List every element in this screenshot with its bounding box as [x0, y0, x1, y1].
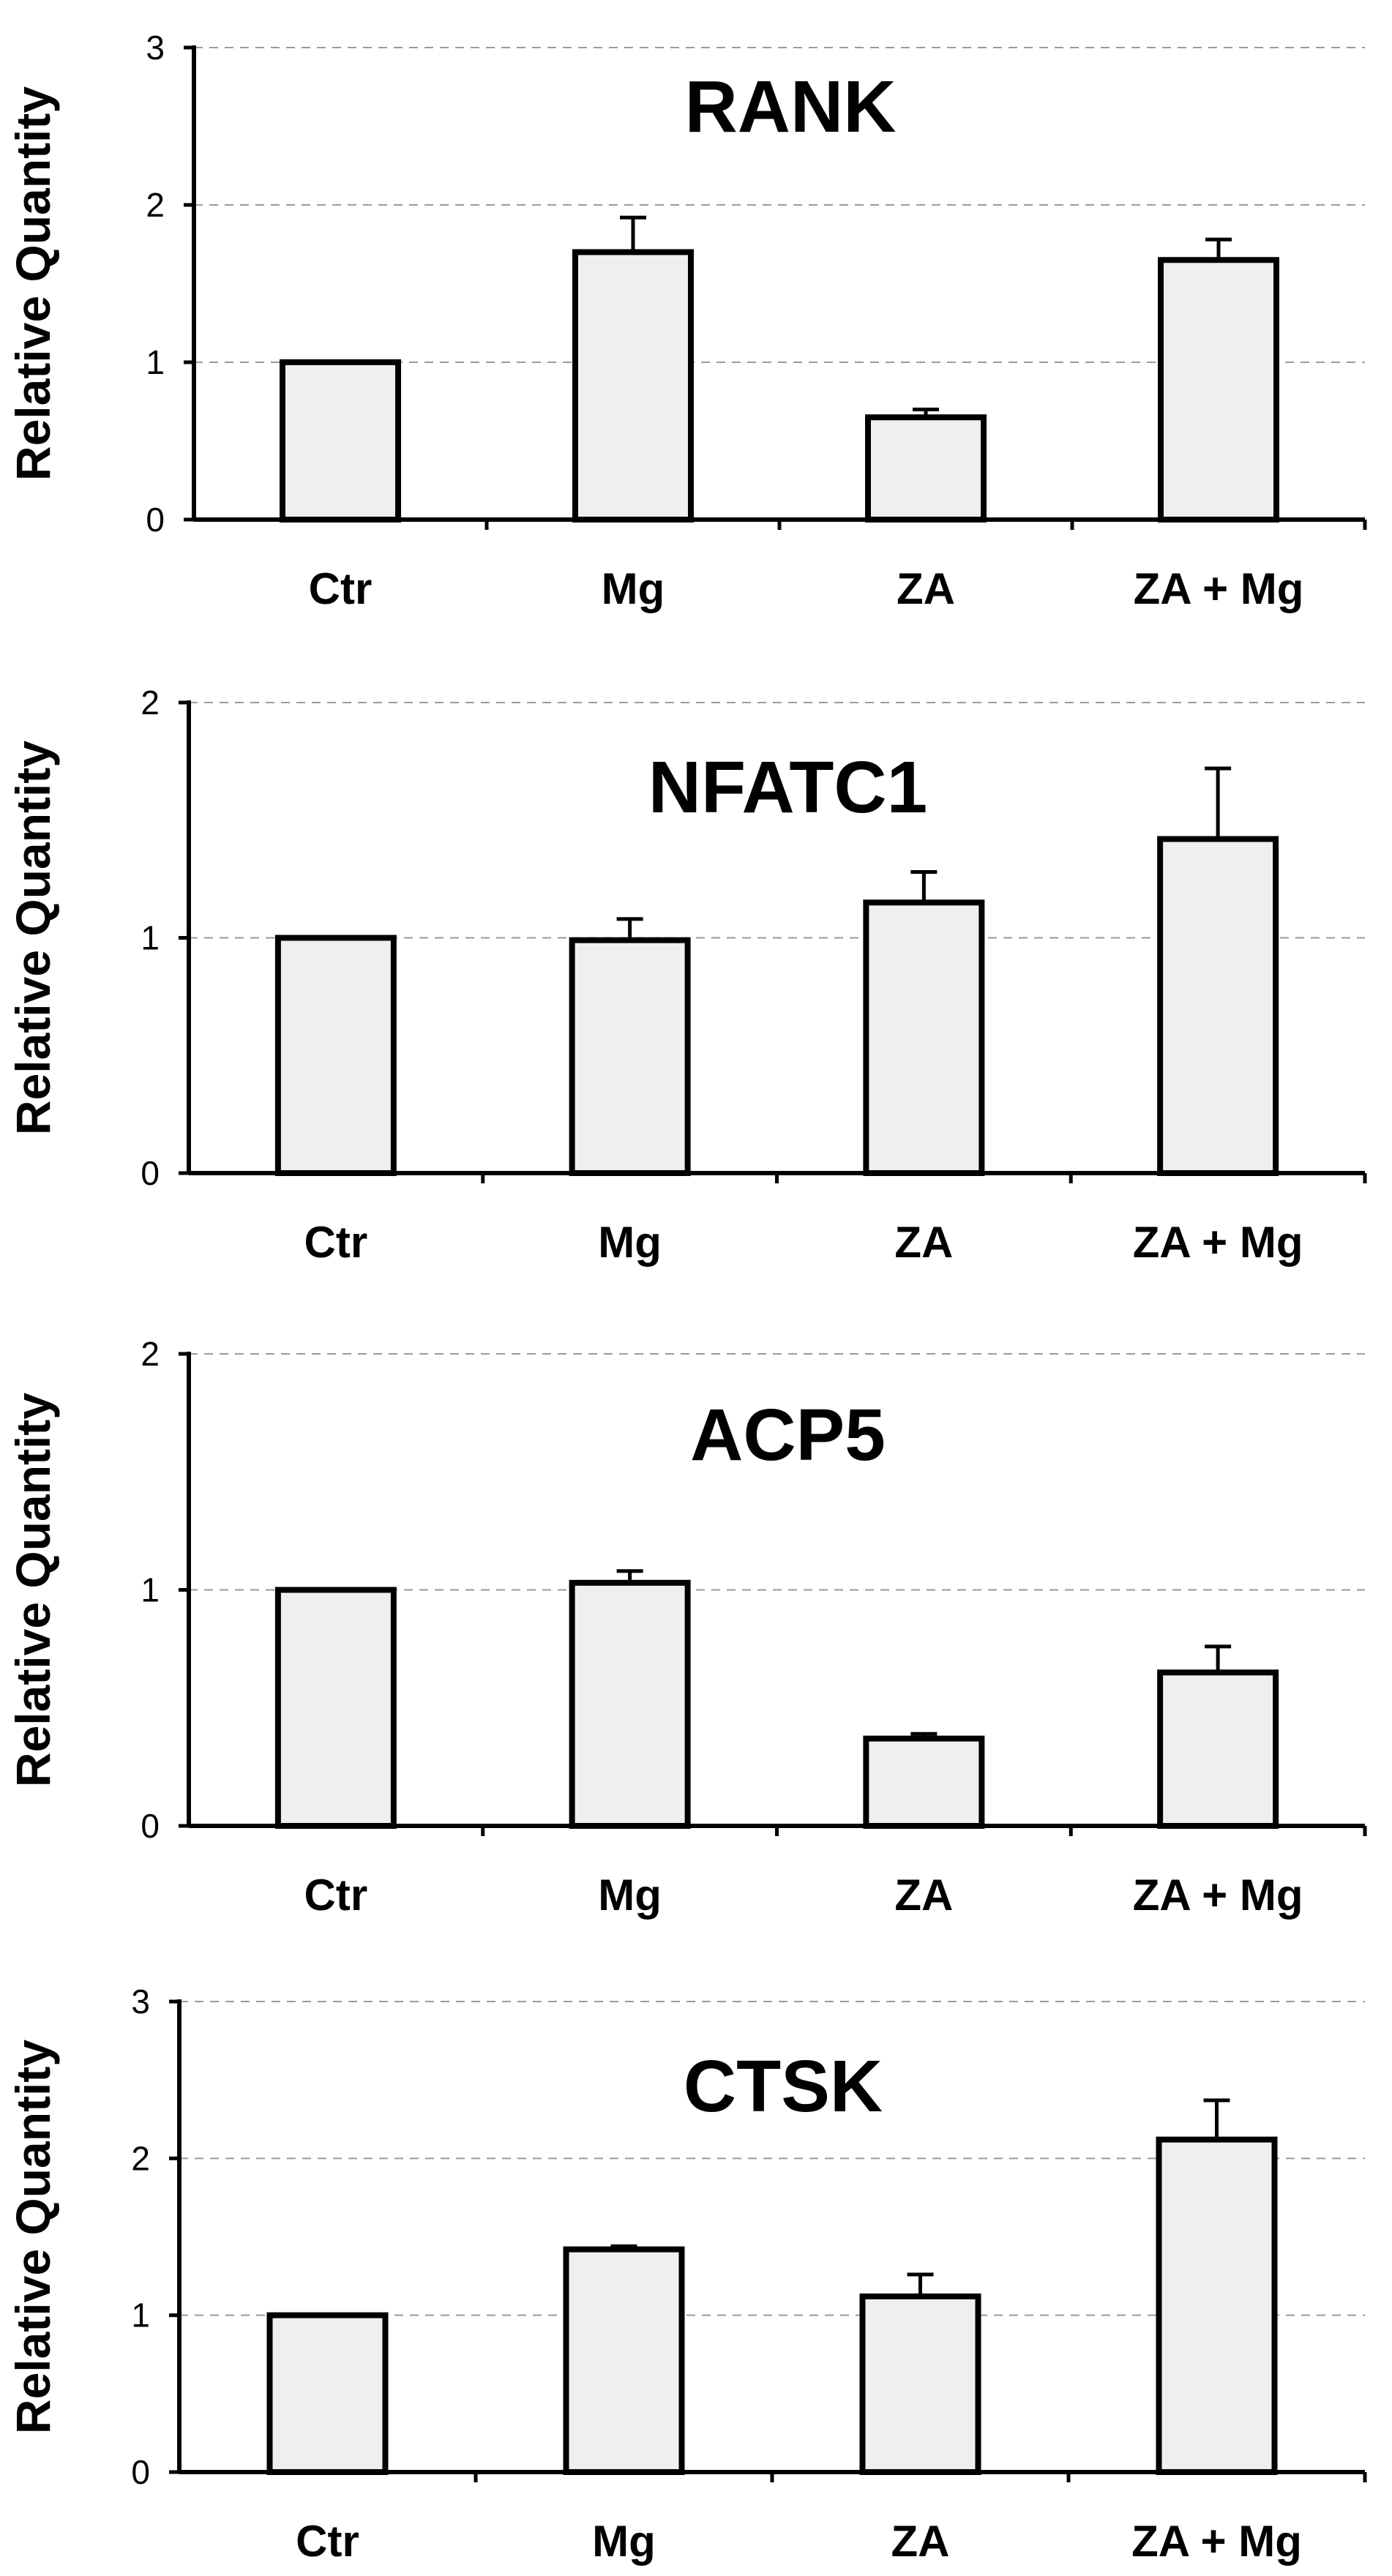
chart-2-bar-2 [863, 899, 985, 1177]
chart-1-bar-2 [865, 414, 987, 523]
chart-4-category-label-3: ZA + Mg [1131, 2517, 1302, 2566]
chart-4-category-label-2: ZA [891, 2517, 950, 2566]
chart-3-y-tick-label-0: 0 [141, 1807, 160, 1845]
chart-2-bar-0 [274, 935, 397, 1176]
chart-2-category-label-1: Mg [598, 1218, 662, 1267]
chart-1-bar-1 [572, 249, 694, 523]
chart-3-bar-3 [1157, 1669, 1279, 1829]
chart-4-y-tick-label-1: 1 [131, 2296, 150, 2334]
chart-3-category-label-1: Mg [598, 1871, 662, 1920]
chart-4-bar-1 [563, 2246, 685, 2476]
chart-2-category-label-0: Ctr [304, 1218, 368, 1267]
chart-4-title: CTSK [684, 2045, 883, 2127]
chart-1-y-tick-label-0: 0 [146, 501, 165, 539]
chart-1-category-label-1: Mg [602, 564, 665, 613]
chart-1-bar-0 [280, 359, 401, 523]
chart-1-title: RANK [685, 66, 897, 148]
chart-1-y-tick-label-3: 3 [146, 29, 165, 67]
chart-2-y-tick-label-0: 0 [141, 1154, 160, 1192]
chart-1-bar-3 [1158, 257, 1279, 523]
chart-3-title: ACP5 [690, 1394, 886, 1476]
chart-3-y-tick-label-2: 2 [141, 1335, 160, 1373]
chart-2-bar-3 [1157, 836, 1279, 1176]
chart-1-y-tick-label-2: 2 [146, 186, 165, 224]
chart-1-category-label-3: ZA + Mg [1134, 564, 1304, 613]
chart-3-bar-0 [274, 1587, 397, 1829]
chart-4-y-tick-label-2: 2 [131, 2139, 150, 2177]
chart-2-title: NFATC1 [648, 746, 928, 828]
chart-2-y-tick-label-2: 2 [141, 684, 160, 722]
chart-1-category-label-0: Ctr [309, 564, 373, 613]
chart-3-y-axis-title: Relative Quantity [6, 1393, 60, 1787]
chart-4-y-axis-title: Relative Quantity [6, 2040, 60, 2434]
chart-1-y-axis-title: Relative Quantity [6, 86, 60, 481]
chart-4-y-tick-label-3: 3 [131, 1982, 150, 2021]
chart-3-category-label-0: Ctr [304, 1871, 368, 1920]
chart-4-bar-3 [1156, 2136, 1278, 2475]
chart-1-category-label-2: ZA [897, 564, 955, 613]
chart-2-bar-1 [569, 937, 691, 1176]
chart-4-category-label-0: Ctr [296, 2517, 359, 2566]
chart-3-category-label-3: ZA + Mg [1133, 1871, 1303, 1920]
chart-4-bar-2 [859, 2293, 981, 2476]
chart-3-y-tick-label-1: 1 [141, 1571, 160, 1609]
chart-4-category-label-1: Mg [592, 2517, 656, 2566]
chart-3-bar-1 [569, 1579, 691, 1829]
chart-2-y-axis-title: Relative Quantity [6, 741, 60, 1135]
chart-4-y-tick-label-0: 0 [131, 2453, 150, 2491]
chart-2-category-label-3: ZA + Mg [1133, 1218, 1303, 1267]
chart-3-bar-2 [863, 1735, 985, 1830]
chart-1-y-tick-label-1: 1 [146, 343, 165, 381]
chart-4-bar-0 [266, 2312, 389, 2476]
chart-2-y-tick-label-1: 1 [141, 919, 160, 957]
chart-3-category-label-2: ZA [894, 1871, 953, 1920]
chart-2-category-label-2: ZA [894, 1218, 953, 1267]
